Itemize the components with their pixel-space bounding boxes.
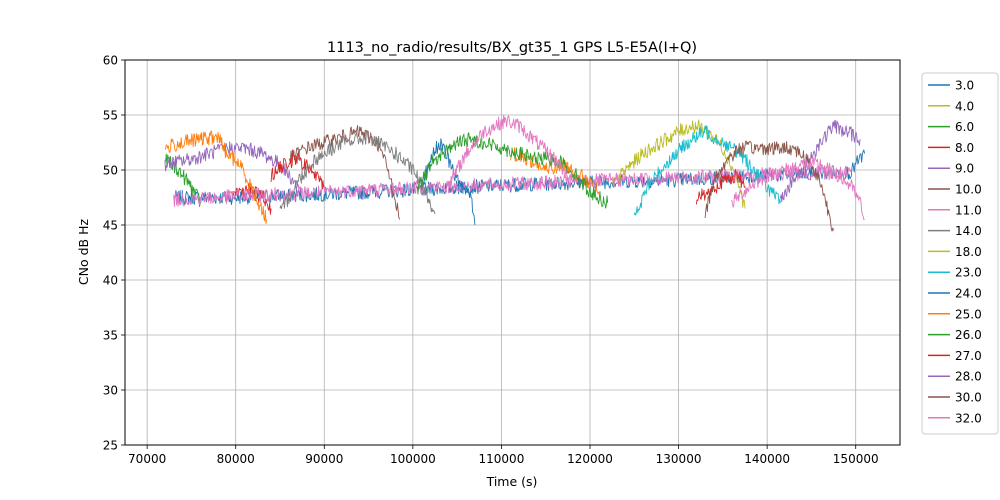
legend-label: 8.0 — [955, 141, 974, 155]
plot-lines — [164, 114, 866, 232]
y-tick-label: 40 — [103, 274, 118, 288]
x-axis: 70000 80000 90000 100000 110000 120000 130000 1… — [128, 445, 879, 466]
legend-label: 3.0 — [955, 79, 974, 93]
series-line-6.0 — [164, 153, 201, 207]
legend-label: 10.0 — [955, 183, 982, 197]
legend-label: 6.0 — [955, 120, 974, 134]
x-tick-label: 70000 — [128, 452, 166, 466]
series-line-30.0 — [704, 140, 835, 232]
legend-label: 28.0 — [955, 370, 982, 384]
series-line-8.0 — [226, 183, 272, 215]
series-line-26.0 — [416, 132, 609, 209]
legend-label: 9.0 — [955, 162, 974, 176]
y-axis: 25 30 35 40 45 50 55 60 — [103, 54, 125, 453]
series-line-25.0 — [509, 147, 600, 195]
series-line-14.0 — [279, 130, 436, 215]
series-line-25.0 — [164, 130, 268, 224]
y-tick-label: 55 — [103, 109, 118, 123]
x-axis-label: Time (s) — [486, 474, 538, 489]
y-tick-label: 50 — [103, 164, 118, 178]
legend-label: 23.0 — [955, 266, 982, 280]
x-tick-label: 130000 — [656, 452, 702, 466]
x-tick-label: 90000 — [305, 452, 343, 466]
legend-label: 11.0 — [955, 203, 982, 217]
x-tick-label: 120000 — [567, 452, 613, 466]
legend-label: 32.0 — [955, 411, 982, 425]
x-tick-label: 80000 — [217, 452, 255, 466]
series-line-27.0 — [695, 169, 746, 205]
y-tick-label: 35 — [103, 329, 118, 343]
legend-label: 30.0 — [955, 391, 982, 405]
legend-label: 26.0 — [955, 328, 982, 342]
plot-frame — [124, 59, 901, 446]
series-line-23.0 — [633, 125, 781, 216]
series-line-10.0 — [288, 124, 401, 220]
series-line-32.0 — [447, 114, 573, 194]
x-tick-label: 140000 — [744, 452, 790, 466]
x-tick-label: 100000 — [390, 452, 436, 466]
legend: 3.0 4.0 6.0 8.0 9.0 10.0 11.0 14.0 18.0 23.0 24.0 2… — [921, 72, 999, 435]
y-tick-label: 30 — [103, 384, 118, 398]
y-axis-label: CNo dB Hz — [76, 218, 91, 285]
x-tick-label: 150000 — [833, 452, 879, 466]
series-line-28.0 — [779, 119, 861, 203]
x-tick-label: 110000 — [479, 452, 525, 466]
series-line-4.0 — [611, 119, 746, 209]
y-tick-label: 45 — [103, 219, 118, 233]
legend-label: 4.0 — [955, 99, 974, 113]
y-tick-label: 60 — [103, 54, 118, 68]
legend-label: 25.0 — [955, 307, 982, 321]
legend-label: 27.0 — [955, 349, 982, 363]
series-line-24.0 — [421, 138, 476, 226]
legend-label: 18.0 — [955, 245, 982, 259]
series-line-27.0 — [270, 152, 325, 190]
chart-title: 1113_no_radio/results/BX_gt35_1 GPS L5-E… — [327, 40, 697, 56]
y-tick-label: 25 — [103, 439, 118, 453]
series-line-32.0 — [731, 157, 865, 220]
legend-box — [921, 72, 999, 435]
legend-label: 24.0 — [955, 287, 982, 301]
legend-label: 14.0 — [955, 224, 982, 238]
